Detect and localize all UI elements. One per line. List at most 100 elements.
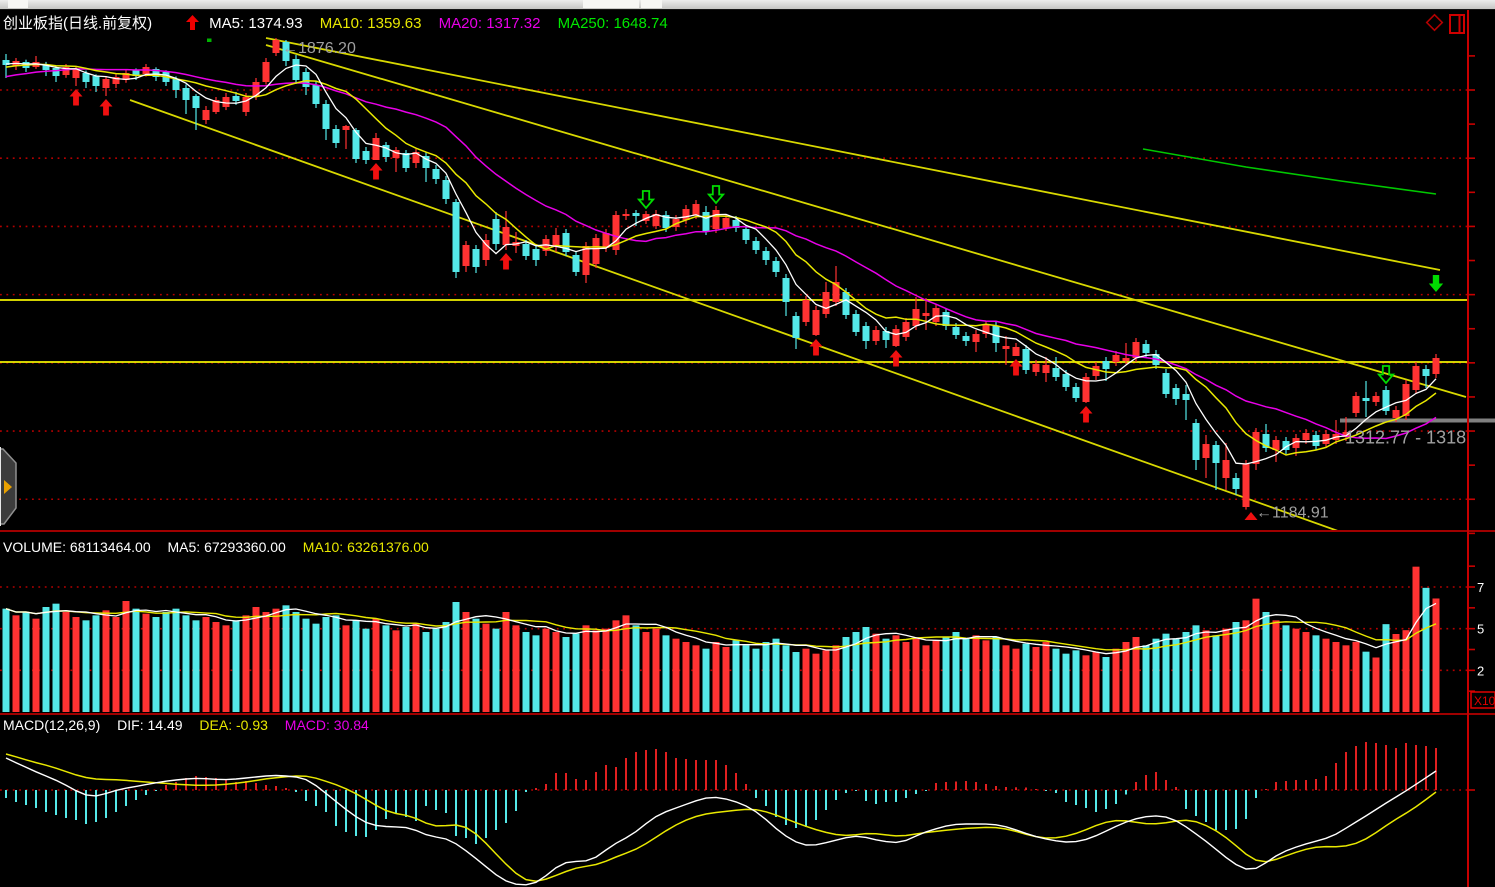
volume-bar	[1082, 655, 1090, 712]
corner-icons[interactable]	[1425, 13, 1465, 34]
candle-body	[782, 278, 790, 302]
volume-bar	[472, 618, 480, 712]
candle-body	[562, 233, 570, 252]
price-pane[interactable]	[0, 37, 1495, 536]
candle-body	[962, 335, 970, 341]
candle-body	[832, 281, 840, 302]
candle-body	[202, 109, 210, 120]
volume-bar	[1162, 633, 1170, 712]
candle-body	[632, 213, 640, 216]
chart-polyline	[5, 608, 1437, 651]
volume-bar	[412, 623, 420, 712]
candle-body	[112, 76, 120, 84]
volume-bar	[142, 613, 150, 712]
candle-body	[1322, 433, 1330, 445]
candle-body	[1162, 373, 1170, 394]
volume-bar	[132, 608, 140, 712]
candle-body	[152, 68, 160, 77]
volume-bar	[292, 612, 300, 712]
candle-body	[312, 85, 320, 104]
candle-body	[232, 96, 240, 102]
volume-bar	[1252, 598, 1260, 712]
volume-bar	[302, 618, 310, 712]
volume-bar	[462, 612, 470, 712]
volume-bar	[1422, 587, 1430, 712]
buy-arrow-icon	[809, 338, 823, 356]
candle-body	[282, 42, 290, 61]
volume-bar	[212, 622, 220, 712]
candle-body	[942, 312, 950, 326]
candle-body	[1372, 395, 1380, 402]
volume-bar	[542, 628, 550, 712]
macd-pane[interactable]	[0, 742, 1475, 886]
volume-bar	[1012, 648, 1020, 712]
candle-body	[1052, 367, 1060, 378]
candle-body	[1282, 441, 1290, 450]
candle-body	[382, 144, 390, 158]
candle-body	[762, 251, 770, 260]
axes	[0, 10, 1495, 887]
candle-body	[482, 240, 490, 260]
volume-bar	[1412, 566, 1420, 712]
candle-body	[892, 329, 900, 346]
volume-bar	[1102, 657, 1110, 712]
candle-body	[332, 129, 340, 143]
volume-bar	[72, 617, 80, 712]
candle-body	[552, 235, 560, 247]
volume-bar	[1262, 612, 1270, 712]
chart-polyline	[5, 63, 1437, 456]
volume-bar	[1072, 650, 1080, 712]
volume-pane[interactable]: 7 5 2 X10	[0, 565, 1495, 712]
volume-bar	[1302, 632, 1310, 712]
sidebar-flyout-handle[interactable]	[0, 447, 17, 526]
candle-body	[772, 261, 780, 272]
macd-lines	[5, 753, 1437, 886]
candle-body	[1082, 377, 1090, 402]
volume-scale-box: X10	[1474, 694, 1495, 708]
volume-bar	[122, 601, 130, 712]
candle-body	[532, 248, 540, 260]
volume-bar	[892, 635, 900, 712]
candle-body	[52, 68, 60, 77]
candle-body	[122, 73, 130, 81]
sell-arrow-hollow-icon	[636, 190, 656, 210]
volume-bar	[842, 637, 850, 712]
candle-body	[462, 245, 470, 267]
candle-body	[902, 322, 910, 338]
candle-body	[1432, 357, 1440, 374]
volume-bar	[652, 628, 660, 712]
volume-bar	[202, 617, 210, 712]
candle-body	[752, 241, 760, 251]
candle-body	[1242, 464, 1250, 508]
volume-bar	[1132, 637, 1140, 712]
volume-bar	[622, 615, 630, 712]
volume-axis-label: 2	[1477, 663, 1484, 678]
volume-bar	[1182, 632, 1190, 712]
volume-bar	[692, 645, 700, 712]
diamond-icon[interactable]	[1425, 13, 1444, 32]
volume-bar	[1432, 598, 1440, 712]
split-window-icon[interactable]	[1449, 14, 1465, 34]
volume-bar	[1032, 647, 1040, 712]
volume-bar	[832, 645, 840, 712]
volume-bar	[1402, 630, 1410, 712]
volume-bar	[222, 625, 230, 712]
candle-body	[1352, 395, 1360, 414]
candle-body	[132, 70, 140, 77]
candle-body	[592, 238, 600, 264]
candle-body	[422, 156, 430, 168]
volume-bar	[182, 615, 190, 712]
candle-body	[712, 210, 720, 229]
candle-body	[102, 78, 110, 89]
volume-bar	[562, 637, 570, 712]
volume-bar	[802, 648, 810, 712]
volume-bar	[932, 640, 940, 712]
volume-bar	[432, 628, 440, 712]
candle-body	[622, 213, 630, 216]
volume-bar	[812, 653, 820, 712]
candle-body	[1292, 438, 1300, 449]
candle-body	[1132, 342, 1140, 358]
candle-body	[912, 309, 920, 326]
sell-arrow-hollow-icon	[1376, 365, 1396, 385]
